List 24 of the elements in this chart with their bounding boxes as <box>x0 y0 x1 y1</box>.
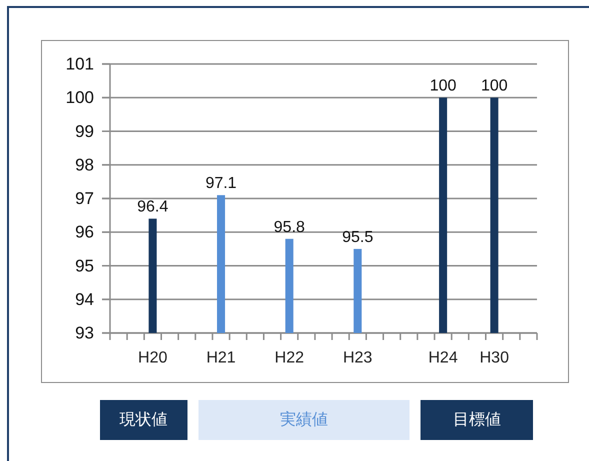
y-tick-label: 97 <box>75 189 94 208</box>
data-label: 100 <box>430 78 457 95</box>
text: 目標値 <box>452 410 501 428</box>
x-tick-label: H23 <box>342 350 372 366</box>
y-tick-label: 96 <box>75 222 94 242</box>
y-tick-label: 95 <box>75 256 94 276</box>
y-tick-label: 100 <box>66 88 94 108</box>
data-label: 95.5 <box>342 228 374 246</box>
data-label: 96.4 <box>137 198 168 216</box>
x-tick-label: H24 <box>428 350 458 366</box>
x-tick-label: H21 <box>206 350 236 366</box>
data-label: 97.1 <box>205 175 237 192</box>
y-tick-label: 94 <box>75 290 94 309</box>
data-label: 95.8 <box>274 218 306 236</box>
y-tick-label: 98 <box>75 155 94 174</box>
y-tick-label: 101 <box>66 54 94 74</box>
y-tick-label: 93 <box>75 324 94 342</box>
data-label: 100 <box>480 78 508 95</box>
y-tick-label: 99 <box>75 122 94 141</box>
text: 実績値 <box>280 410 328 428</box>
x-tick-label: H22 <box>274 350 304 366</box>
x-tick-label: H20 <box>138 350 168 366</box>
text: 現状値 <box>120 410 168 428</box>
x-tick-label: H30 <box>480 350 510 366</box>
